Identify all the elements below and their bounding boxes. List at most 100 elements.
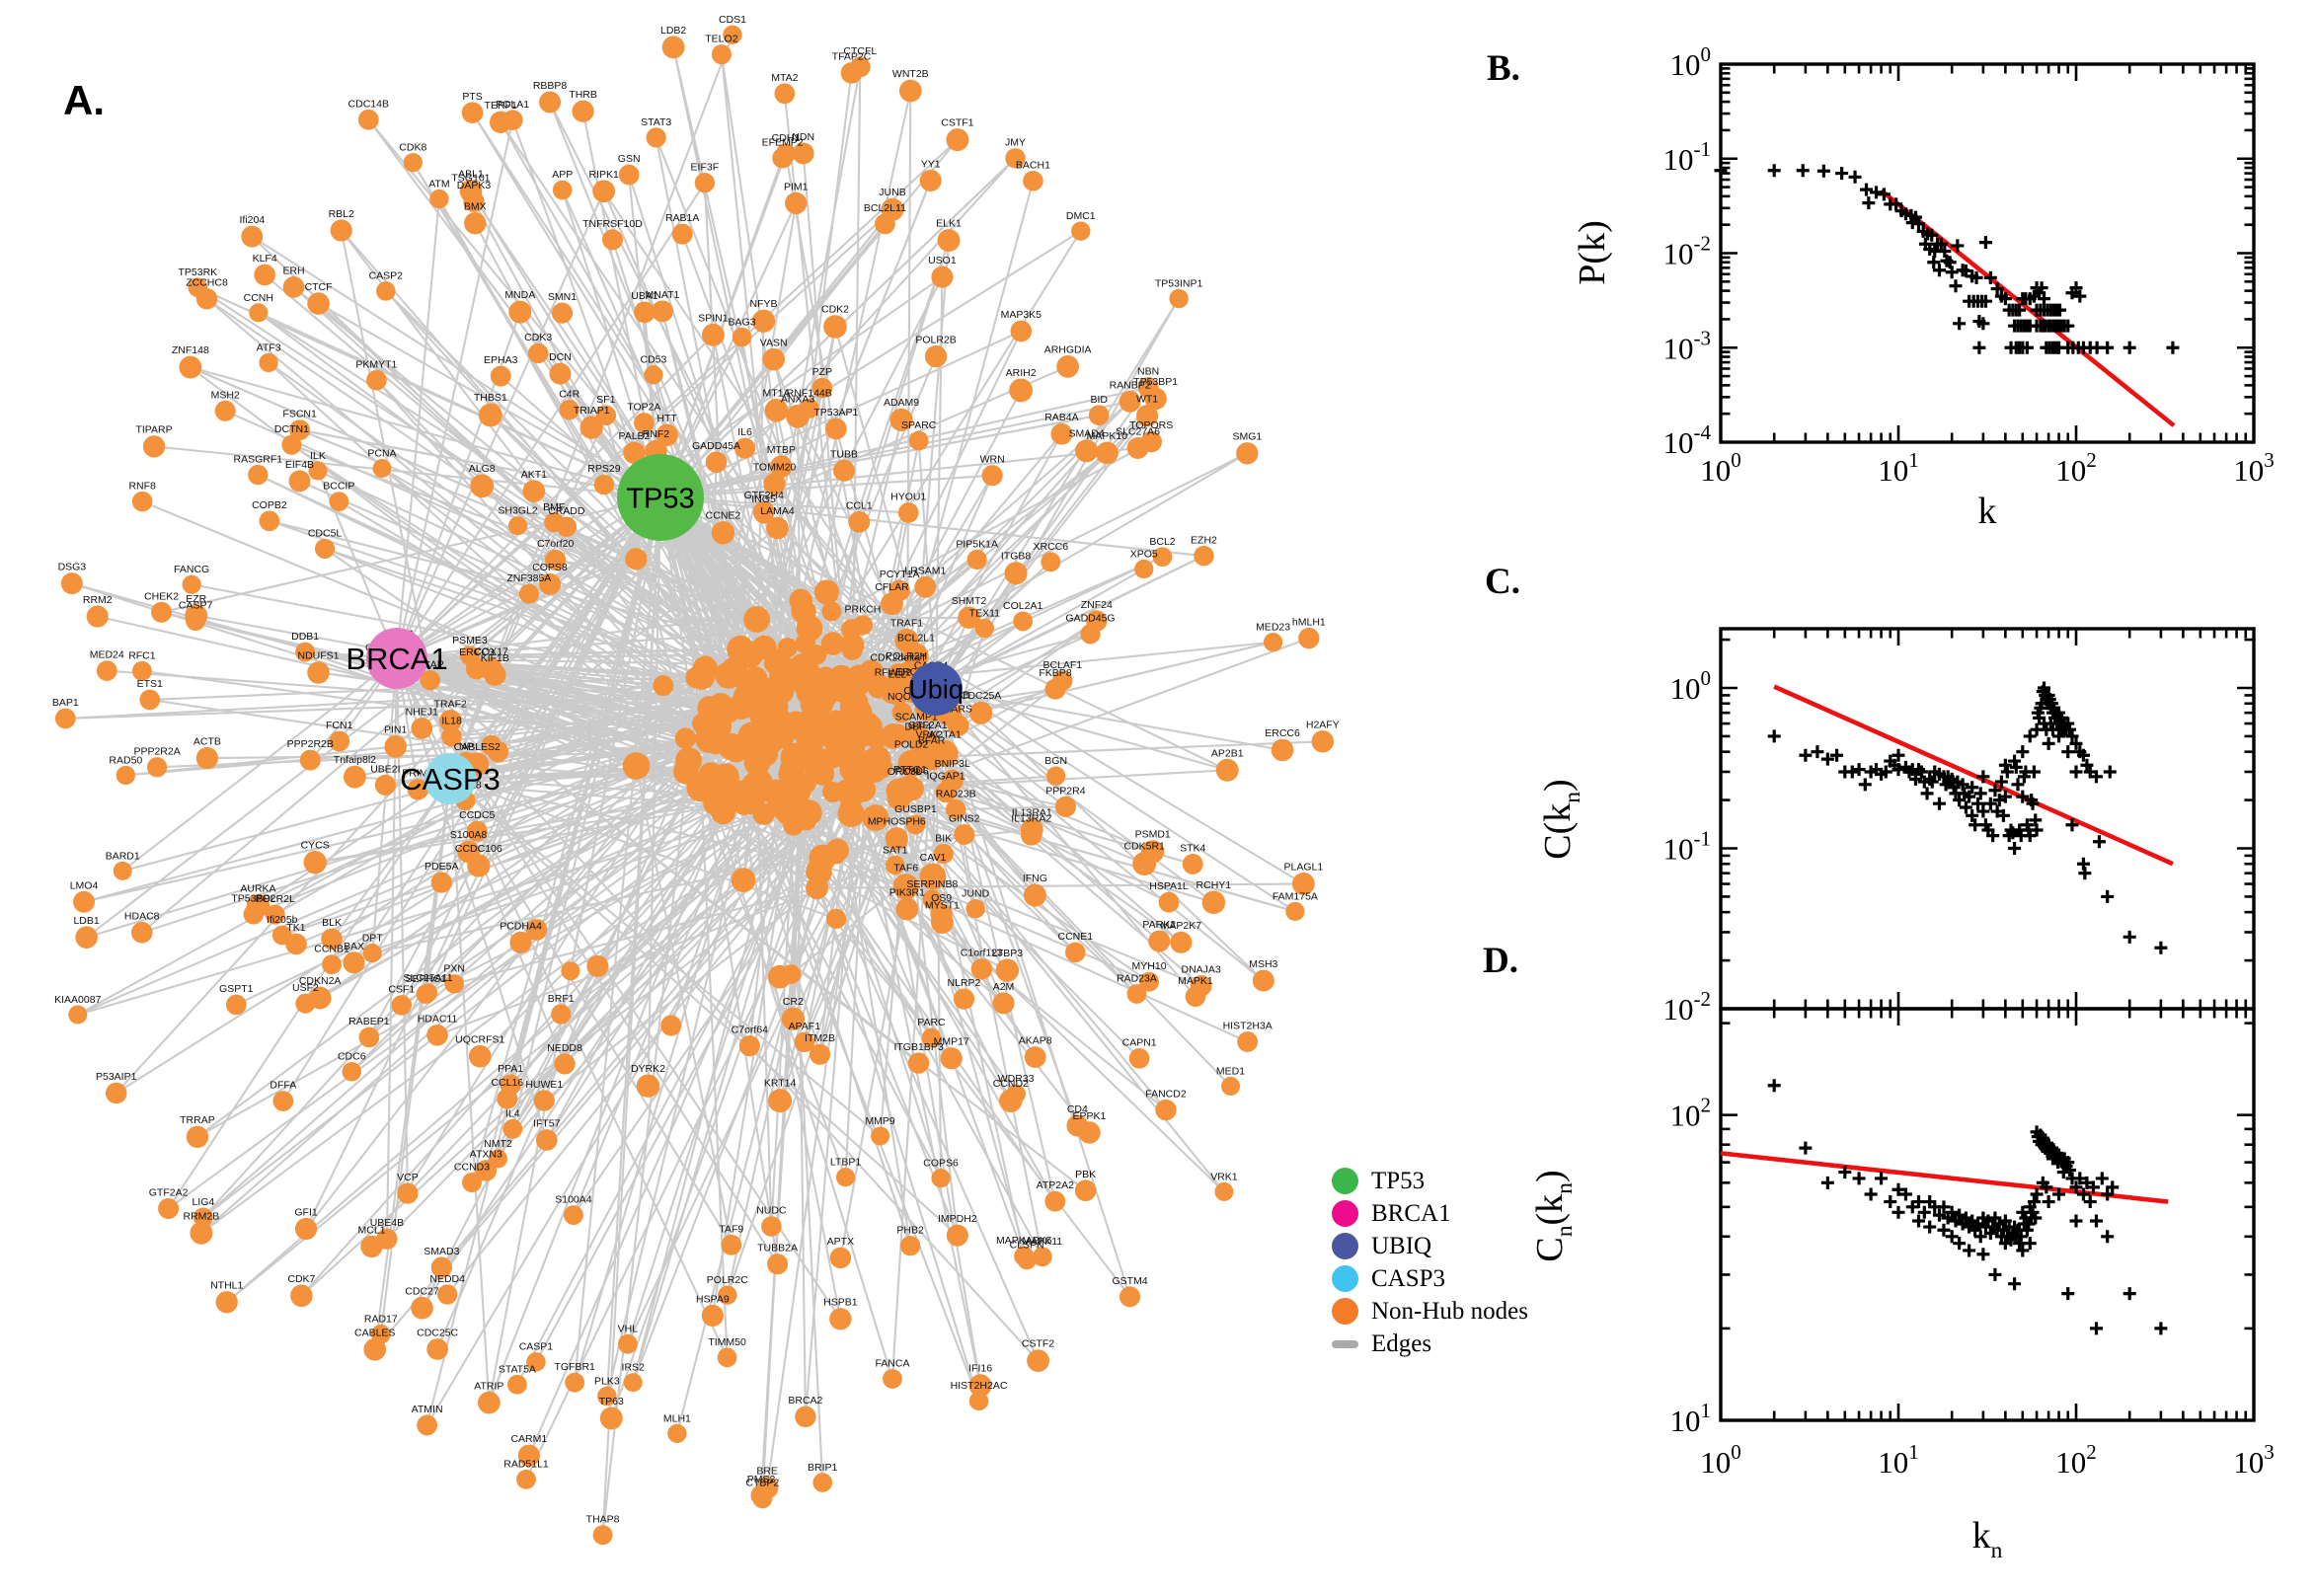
svg-text:MLH1: MLH1 bbox=[663, 1412, 691, 1424]
svg-text:CD53: CD53 bbox=[641, 354, 667, 366]
svg-text:COPS8: COPS8 bbox=[532, 562, 568, 573]
svg-text:CDK7: CDK7 bbox=[287, 1273, 315, 1285]
svg-text:CSTF2: CSTF2 bbox=[1022, 1338, 1054, 1350]
svg-text:MNDA: MNDA bbox=[504, 289, 535, 301]
svg-text:BIK: BIK bbox=[935, 832, 952, 844]
svg-text:GADD45A: GADD45A bbox=[692, 440, 740, 452]
svg-text:CR2: CR2 bbox=[783, 996, 804, 1008]
axis-title: kn bbox=[1972, 1515, 2003, 1563]
svg-text:CASP1: CASP1 bbox=[519, 1341, 554, 1353]
svg-text:RRM2B: RRM2B bbox=[184, 1210, 220, 1222]
panel-b-label: B. bbox=[1487, 47, 1520, 90]
tick-label: 101 bbox=[1670, 1399, 1712, 1438]
svg-text:PCNA: PCNA bbox=[367, 448, 396, 460]
node-swatch-icon bbox=[1332, 1233, 1358, 1259]
svg-text:BID: BID bbox=[1090, 394, 1108, 406]
svg-text:PTS: PTS bbox=[462, 91, 482, 103]
svg-text:JUND: JUND bbox=[962, 887, 989, 899]
svg-text:HDAC8: HDAC8 bbox=[124, 910, 160, 922]
svg-text:WNT2B: WNT2B bbox=[892, 68, 929, 80]
svg-text:CD4: CD4 bbox=[1067, 1103, 1088, 1115]
svg-text:CDKN2A: CDKN2A bbox=[299, 975, 342, 987]
svg-text:BRE: BRE bbox=[756, 1465, 778, 1477]
svg-text:DAPK3: DAPK3 bbox=[457, 180, 492, 191]
tick-label: 10-1 bbox=[1663, 137, 1712, 177]
svg-text:ATP2A2: ATP2A2 bbox=[1037, 1179, 1074, 1191]
svg-text:PSMD1: PSMD1 bbox=[1135, 829, 1171, 841]
svg-text:MED24: MED24 bbox=[90, 649, 124, 661]
tick-label: 103 bbox=[2233, 448, 2275, 488]
tick-label: 100 bbox=[1670, 42, 1712, 82]
svg-text:RPS29: RPS29 bbox=[587, 463, 620, 475]
svg-text:HYOU1: HYOU1 bbox=[890, 492, 926, 503]
svg-text:PARK2: PARK2 bbox=[1142, 919, 1176, 931]
svg-text:BAG3: BAG3 bbox=[729, 316, 756, 328]
svg-text:TP53INP1: TP53INP1 bbox=[1155, 277, 1203, 289]
svg-text:NLRP2: NLRP2 bbox=[948, 977, 981, 989]
hub-label-casp3: CASP3 bbox=[400, 762, 501, 797]
node-swatch-icon bbox=[1332, 1265, 1358, 1292]
svg-text:CFLAR: CFLAR bbox=[875, 581, 909, 593]
svg-text:HTT: HTT bbox=[656, 413, 677, 424]
fit-line bbox=[1774, 687, 2173, 865]
svg-text:CDK5R1: CDK5R1 bbox=[1123, 841, 1165, 853]
legend-label: UBIQ bbox=[1371, 1233, 1431, 1260]
legend-label: Non-Hub nodes bbox=[1371, 1298, 1528, 1326]
svg-text:KIAA0087: KIAA0087 bbox=[54, 994, 101, 1006]
svg-text:DSG3: DSG3 bbox=[58, 562, 87, 573]
svg-text:DFFA: DFFA bbox=[270, 1080, 296, 1092]
svg-text:PIM1: PIM1 bbox=[784, 181, 809, 192]
svg-text:CDC25C: CDC25C bbox=[417, 1328, 458, 1339]
svg-text:BCCIP: BCCIP bbox=[323, 481, 354, 493]
svg-text:MAPK1: MAPK1 bbox=[1178, 975, 1213, 987]
svg-text:PPP2R2B: PPP2R2B bbox=[287, 738, 334, 750]
svg-text:BRF1: BRF1 bbox=[548, 993, 575, 1005]
svg-text:GUSBP1: GUSBP1 bbox=[894, 803, 937, 815]
svg-text:SH3GL2: SH3GL2 bbox=[498, 505, 537, 517]
svg-text:CSTF1: CSTF1 bbox=[941, 117, 973, 129]
svg-text:RAD23A: RAD23A bbox=[1117, 973, 1157, 985]
svg-text:ZCCHC8: ZCCHC8 bbox=[186, 277, 228, 289]
svg-text:NTHL1: NTHL1 bbox=[210, 1280, 243, 1292]
svg-text:BCL2: BCL2 bbox=[1149, 536, 1175, 548]
svg-text:FCN1: FCN1 bbox=[326, 720, 353, 731]
network-graph: TP53RKKIAA0087THAP8CDC14BDSG3NTHL1VRK1GT… bbox=[0, 0, 1481, 1591]
legend-label: CASP3 bbox=[1371, 1265, 1445, 1293]
svg-text:CCDC5: CCDC5 bbox=[459, 809, 495, 821]
tick-label: 101 bbox=[1878, 1440, 1919, 1480]
svg-text:IL13RA2: IL13RA2 bbox=[1011, 813, 1051, 825]
svg-text:GSTM4: GSTM4 bbox=[1112, 1275, 1147, 1287]
svg-text:PIK3R1: PIK3R1 bbox=[889, 886, 925, 898]
svg-text:UBE4B: UBE4B bbox=[370, 1217, 404, 1229]
svg-text:IFI16: IFI16 bbox=[968, 1363, 992, 1375]
svg-text:DYRK2: DYRK2 bbox=[631, 1063, 665, 1075]
svg-text:FSCN1: FSCN1 bbox=[282, 409, 317, 420]
edge-swatch-icon bbox=[1332, 1340, 1358, 1348]
svg-text:AKAP8: AKAP8 bbox=[1019, 1035, 1052, 1047]
svg-text:IFT57: IFT57 bbox=[533, 1118, 561, 1130]
axis-ticks bbox=[1721, 1009, 2254, 1420]
svg-text:ING5: ING5 bbox=[751, 494, 776, 505]
svg-text:WRN: WRN bbox=[980, 454, 1005, 466]
svg-text:XRCC6: XRCC6 bbox=[1034, 541, 1069, 553]
svg-text:Ifi204: Ifi204 bbox=[239, 214, 265, 226]
svg-text:RAD51L1: RAD51L1 bbox=[503, 1458, 549, 1470]
svg-text:CCNH: CCNH bbox=[244, 292, 273, 304]
svg-text:KRT14: KRT14 bbox=[764, 1078, 797, 1090]
hub-label-ubiq: Ubiq bbox=[908, 675, 964, 705]
svg-text:VASN: VASN bbox=[760, 337, 788, 348]
svg-text:VHL: VHL bbox=[618, 1323, 639, 1334]
tick-label: 101 bbox=[1878, 448, 1919, 488]
svg-text:LDB2: LDB2 bbox=[660, 25, 686, 37]
legend-label: Edges bbox=[1371, 1330, 1431, 1358]
svg-text:ARHGDIA: ARHGDIA bbox=[1044, 344, 1092, 356]
svg-text:OS9: OS9 bbox=[931, 892, 952, 904]
svg-text:UQCRFS1: UQCRFS1 bbox=[455, 1033, 504, 1045]
tick-label: 100 bbox=[1700, 1440, 1741, 1480]
svg-text:KIF1B: KIF1B bbox=[481, 652, 509, 664]
svg-text:CCL1: CCL1 bbox=[846, 499, 873, 511]
svg-text:COL2A1: COL2A1 bbox=[1003, 600, 1042, 612]
